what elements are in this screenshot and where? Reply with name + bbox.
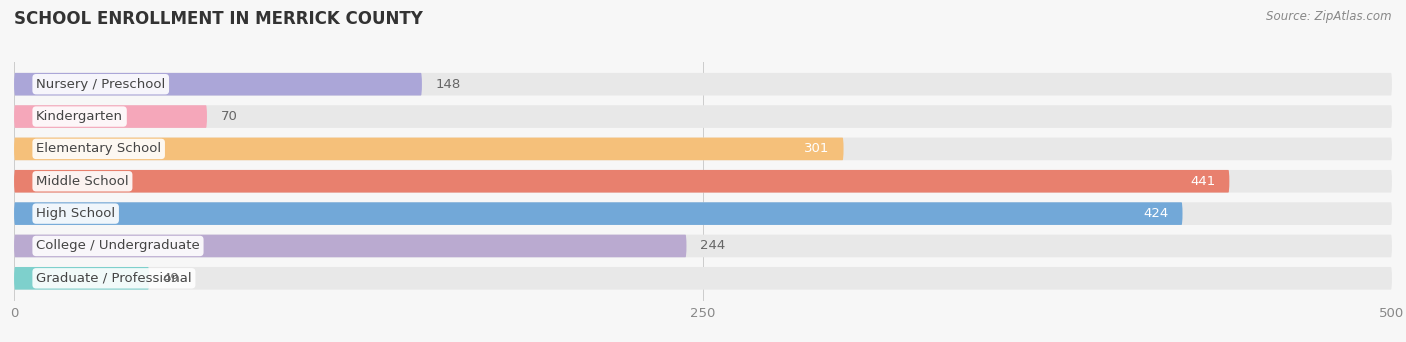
Text: Graduate / Professional: Graduate / Professional	[37, 272, 191, 285]
FancyBboxPatch shape	[14, 235, 1392, 257]
Text: High School: High School	[37, 207, 115, 220]
Text: 70: 70	[221, 110, 238, 123]
Text: 49: 49	[163, 272, 180, 285]
FancyBboxPatch shape	[14, 170, 1392, 193]
Text: Middle School: Middle School	[37, 175, 129, 188]
FancyBboxPatch shape	[14, 202, 1392, 225]
Text: Nursery / Preschool: Nursery / Preschool	[37, 78, 166, 91]
Text: 441: 441	[1191, 175, 1216, 188]
Text: 244: 244	[700, 239, 725, 252]
FancyBboxPatch shape	[14, 202, 1182, 225]
FancyBboxPatch shape	[14, 267, 149, 290]
FancyBboxPatch shape	[14, 267, 1392, 290]
FancyBboxPatch shape	[14, 170, 1229, 193]
Text: Kindergarten: Kindergarten	[37, 110, 124, 123]
Text: SCHOOL ENROLLMENT IN MERRICK COUNTY: SCHOOL ENROLLMENT IN MERRICK COUNTY	[14, 10, 423, 28]
Text: College / Undergraduate: College / Undergraduate	[37, 239, 200, 252]
FancyBboxPatch shape	[14, 235, 686, 257]
Text: 424: 424	[1143, 207, 1168, 220]
FancyBboxPatch shape	[14, 137, 1392, 160]
FancyBboxPatch shape	[14, 137, 844, 160]
FancyBboxPatch shape	[14, 73, 422, 95]
Text: 301: 301	[804, 142, 830, 155]
Text: 148: 148	[436, 78, 461, 91]
FancyBboxPatch shape	[14, 105, 1392, 128]
Text: Source: ZipAtlas.com: Source: ZipAtlas.com	[1267, 10, 1392, 23]
FancyBboxPatch shape	[14, 105, 207, 128]
Text: Elementary School: Elementary School	[37, 142, 162, 155]
FancyBboxPatch shape	[14, 73, 1392, 95]
